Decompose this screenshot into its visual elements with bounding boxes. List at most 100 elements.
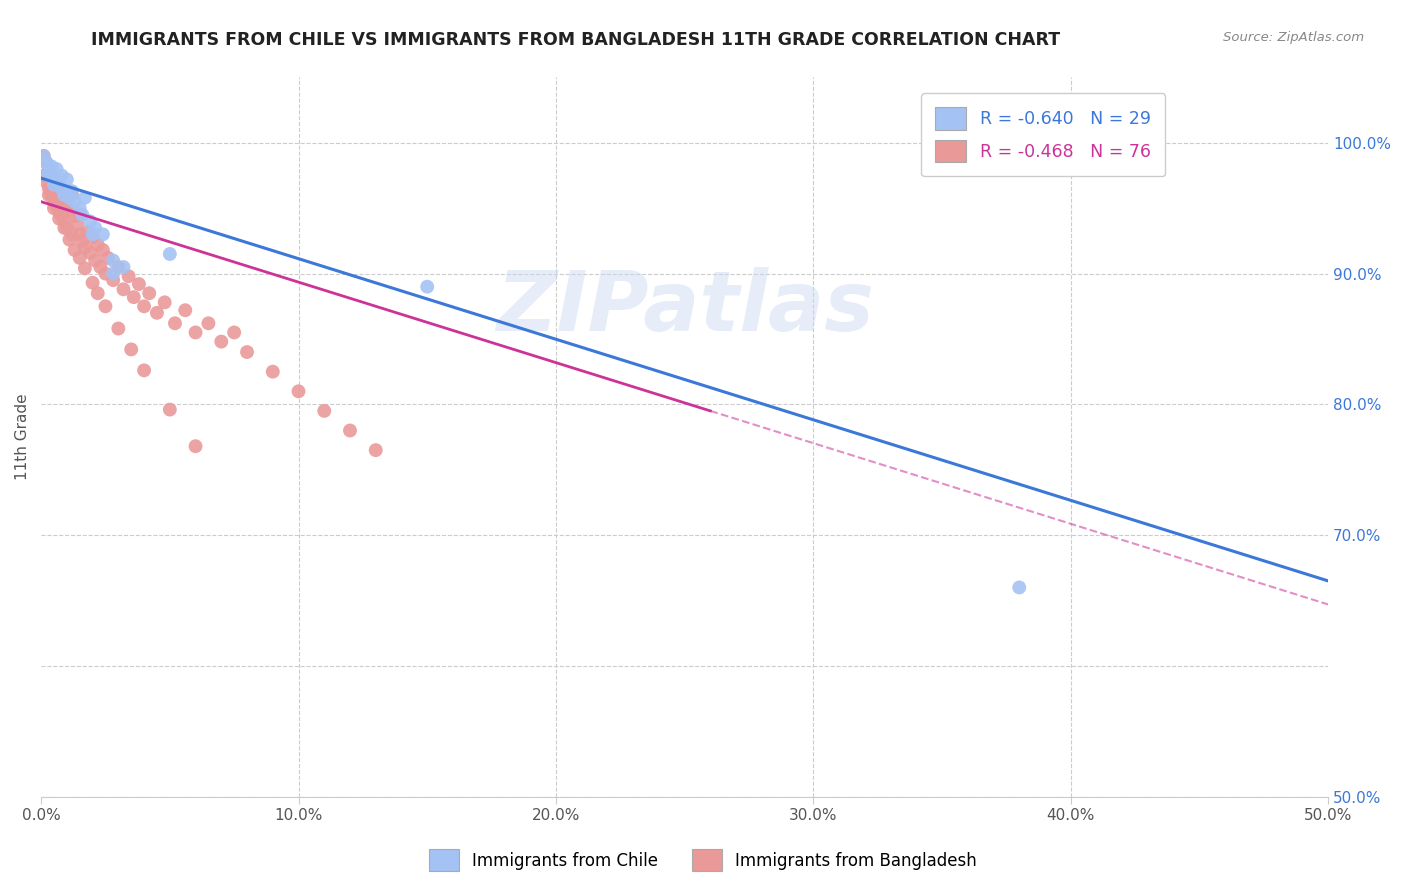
Point	[72, 208, 94, 222]
Point	[60, 227, 83, 242]
Point	[53, 188, 76, 202]
Point	[82, 227, 104, 242]
Point	[69, 201, 91, 215]
Point	[45, 178, 67, 192]
Point	[112, 282, 135, 296]
Point	[73, 261, 96, 276]
Point	[128, 277, 150, 291]
Point	[53, 214, 76, 228]
Point	[184, 439, 207, 453]
Point	[209, 334, 232, 349]
Point	[42, 201, 65, 215]
Point	[60, 184, 83, 198]
Point	[97, 251, 120, 265]
Point	[79, 214, 101, 228]
Point	[32, 169, 55, 183]
Point	[224, 326, 246, 340]
Point	[48, 184, 70, 198]
Point	[63, 194, 86, 209]
Point	[69, 227, 91, 242]
Point	[56, 172, 79, 186]
Point	[48, 175, 70, 189]
Point	[56, 200, 79, 214]
Point	[73, 191, 96, 205]
Point	[42, 171, 65, 186]
Point	[184, 326, 207, 340]
Y-axis label: 11th Grade: 11th Grade	[15, 393, 30, 481]
Point	[53, 220, 76, 235]
Point	[38, 181, 60, 195]
Point	[314, 404, 336, 418]
Point	[51, 188, 73, 202]
Point	[41, 188, 63, 202]
Point	[146, 306, 169, 320]
Point	[94, 299, 117, 313]
Point	[87, 237, 110, 252]
Point	[132, 299, 155, 313]
Point	[79, 245, 101, 260]
Point	[138, 286, 160, 301]
Point	[76, 225, 98, 239]
Text: ZIPatlas: ZIPatlas	[496, 267, 873, 348]
Point	[159, 402, 181, 417]
Point	[84, 253, 107, 268]
Point	[107, 321, 129, 335]
Point	[63, 243, 86, 257]
Point	[58, 233, 80, 247]
Point	[38, 164, 60, 178]
Point	[58, 191, 80, 205]
Point	[69, 251, 91, 265]
Point	[73, 240, 96, 254]
Point	[45, 161, 67, 176]
Point	[103, 267, 125, 281]
Point	[42, 194, 65, 209]
Point	[107, 260, 129, 274]
Point	[236, 345, 259, 359]
Point	[84, 220, 107, 235]
Point	[82, 230, 104, 244]
Point	[63, 209, 86, 223]
Point	[153, 295, 176, 310]
Point	[58, 203, 80, 218]
Point	[416, 279, 439, 293]
Point	[82, 276, 104, 290]
Point	[42, 178, 65, 192]
Point	[53, 194, 76, 209]
Point	[35, 155, 58, 169]
Point	[69, 208, 91, 222]
Point	[45, 198, 67, 212]
Legend: R = -0.640   N = 29, R = -0.468   N = 76: R = -0.640 N = 29, R = -0.468 N = 76	[921, 94, 1166, 176]
Point	[41, 169, 63, 183]
Point	[51, 181, 73, 195]
Point	[35, 175, 58, 189]
Point	[89, 260, 111, 274]
Point	[35, 155, 58, 169]
Point	[41, 160, 63, 174]
Text: IMMIGRANTS FROM CHILE VS IMMIGRANTS FROM BANGLADESH 11TH GRADE CORRELATION CHART: IMMIGRANTS FROM CHILE VS IMMIGRANTS FROM…	[91, 31, 1060, 49]
Point	[262, 365, 284, 379]
Point	[174, 303, 197, 318]
Point	[117, 269, 139, 284]
Point	[72, 234, 94, 248]
Point	[103, 253, 125, 268]
Point	[38, 161, 60, 176]
Point	[197, 316, 219, 330]
Point	[38, 188, 60, 202]
Point	[38, 169, 60, 183]
Point	[42, 175, 65, 189]
Point	[48, 205, 70, 219]
Point	[32, 149, 55, 163]
Point	[91, 243, 114, 257]
Point	[1008, 581, 1031, 595]
Point	[66, 217, 89, 231]
Point	[163, 316, 186, 330]
Point	[87, 286, 110, 301]
Text: Source: ZipAtlas.com: Source: ZipAtlas.com	[1223, 31, 1364, 45]
Point	[56, 220, 79, 235]
Point	[287, 384, 309, 399]
Point	[48, 211, 70, 226]
Point	[51, 169, 73, 183]
Point	[159, 247, 181, 261]
Point	[103, 273, 125, 287]
Point	[132, 363, 155, 377]
